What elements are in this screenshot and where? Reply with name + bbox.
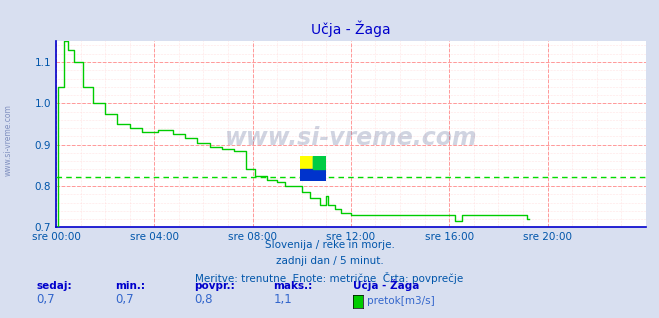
Text: 0,8: 0,8 (194, 293, 213, 306)
Bar (313, 156, 326, 169)
Text: Slovenija / reke in morje.: Slovenija / reke in morje. (264, 240, 395, 250)
Text: maks.:: maks.: (273, 281, 313, 291)
Text: sedaj:: sedaj: (36, 281, 72, 291)
Text: 0,7: 0,7 (36, 293, 55, 306)
Text: Meritve: trenutne  Enote: metrične  Črta: povprečje: Meritve: trenutne Enote: metrične Črta: … (195, 272, 464, 284)
Text: www.si-vreme.com: www.si-vreme.com (225, 126, 477, 150)
Text: www.si-vreme.com: www.si-vreme.com (3, 104, 13, 176)
Bar (300, 156, 313, 169)
Bar (300, 169, 326, 181)
Bar (313, 156, 326, 169)
Title: Učja - Žaga: Učja - Žaga (311, 21, 391, 38)
Text: pretok[m3/s]: pretok[m3/s] (367, 296, 435, 306)
Text: povpr.:: povpr.: (194, 281, 235, 291)
Text: 0,7: 0,7 (115, 293, 134, 306)
Text: 1,1: 1,1 (273, 293, 292, 306)
Text: zadnji dan / 5 minut.: zadnji dan / 5 minut. (275, 256, 384, 266)
Text: Učja - Žaga: Učja - Žaga (353, 279, 419, 291)
Text: min.:: min.: (115, 281, 146, 291)
